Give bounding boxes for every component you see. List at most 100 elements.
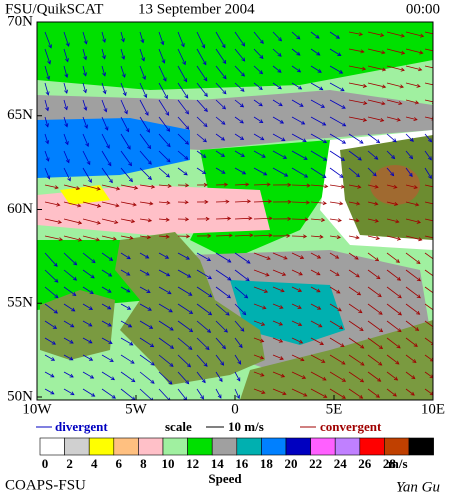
wind-arrow [253,48,264,59]
wind-arrow-head [236,394,240,399]
wind-arrow-head [146,289,151,293]
wind-arrow [158,82,168,99]
wind-arrow-head [201,44,206,49]
wind-arrow [63,99,68,110]
colorbar-cell [408,437,434,456]
colorbar-label: 6 [116,456,123,471]
wind-arrow-head [96,220,101,225]
wind-arrow-head [185,380,190,385]
wind-arrow-head [86,160,91,166]
wind-arrow-head [297,288,303,292]
colorbar-title: Speed [208,471,242,486]
wind-arrow [101,303,111,310]
colorbar-cell [334,437,361,456]
wind-arrow-head [437,50,440,53]
wind-arrow-head [107,162,112,167]
wind-arrow [44,354,55,361]
wind-arrow-head [413,343,418,347]
wind-arrow-head [227,258,232,263]
wind-arrow [272,286,285,292]
wind-arrow-head [168,380,173,385]
wind-arrow-head [124,110,128,115]
wind-arrow-head [429,391,433,396]
wind-arrow [196,252,211,261]
wind-arrow [329,320,343,329]
wind-arrow [82,354,93,361]
wind-arrow [120,354,135,364]
wind-arrow-head [393,376,399,381]
wind-arrow-head [130,219,136,224]
wind-arrow [120,286,131,293]
wind-arrow-head [208,293,213,298]
wind-arrow [44,82,49,95]
wind-arrow [82,167,92,183]
wind-arrow-head [260,322,266,326]
wind-arrow [120,388,136,400]
wind-arrow [253,320,265,326]
wind-arrow-head [71,307,76,312]
wind-arrow [253,133,264,141]
wind-arrow [120,235,133,239]
wind-arrow [82,65,87,76]
wind-arrow [82,201,101,207]
wind-arrow-head [64,89,68,94]
wind-arrow [101,201,119,207]
wind-arrow-head [106,144,110,149]
wind-arrow [329,201,343,205]
wind-arrow-head [53,262,58,267]
wind-arrow-head [64,73,69,78]
wind-arrow-head [416,260,421,264]
wind-arrow [139,286,151,293]
wind-arrow [196,82,208,97]
wind-arrow-head [240,327,245,332]
wind-arrow [215,167,226,174]
wind-arrow-head [396,236,402,241]
wind-arrow-head [169,326,174,331]
wind-arrow-head [128,178,133,183]
wind-arrow [367,286,382,297]
wind-arrow [272,337,283,343]
wind-arrow [367,167,377,177]
lon-label: 10E [421,401,445,417]
wind-arrow-head [166,200,171,205]
wind-arrow-head [241,170,247,175]
wind-arrow-head [339,174,344,178]
wind-arrow [120,82,127,96]
wind-arrow-head [395,258,400,263]
wind-arrow [253,99,263,107]
wind-arrow [424,133,432,142]
wind-arrow [329,218,342,222]
wind-arrow-head [435,186,438,189]
wind-arrow [44,65,50,80]
wind-arrow [234,388,240,399]
wind-arrow [82,133,89,147]
wind-arrow [139,65,146,80]
wind-arrow [424,184,433,188]
wind-arrow [234,31,245,47]
wind-arrow [329,31,340,39]
wind-arrow [291,65,301,73]
wind-arrow-head [282,155,288,159]
wind-arrow [177,371,189,384]
wind-arrow-head [64,58,69,63]
wind-arrow-head [184,155,189,160]
wind-arrow [234,48,245,62]
wind-arrow-head [244,294,249,299]
wind-arrow [386,303,402,316]
wind-arrow-head [89,290,94,294]
wind-arrow [310,235,323,238]
wind-arrow-head [359,378,365,383]
wind-arrow-head [184,200,189,205]
wind-arrow-head [394,202,399,206]
wind-arrow [158,235,170,238]
wind-arrow-head [104,126,109,131]
wind-arrow [234,320,245,332]
wind-arrow-head [286,233,291,238]
wind-arrow-head [188,345,193,350]
colorbar-cell [187,437,213,456]
wind-arrow-head [143,93,148,99]
wind-arrow [44,235,63,241]
wind-arrow-head [132,202,137,207]
wind-arrow-head [221,170,226,174]
wind-arrow-head [428,174,432,180]
